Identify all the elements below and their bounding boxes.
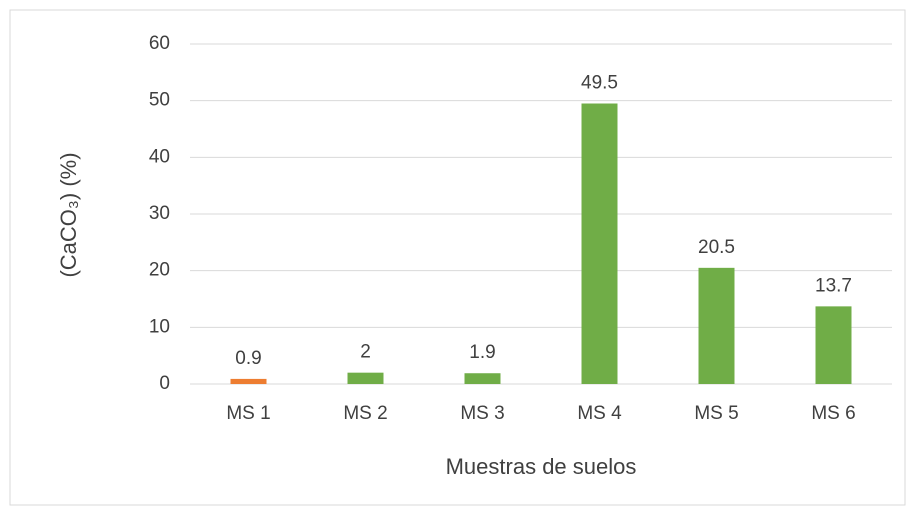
- y-tick-label: 20: [149, 260, 170, 281]
- data-label: 1.9: [469, 342, 495, 363]
- chart-border: [9, 9, 906, 506]
- x-tick-label: MS 4: [577, 403, 622, 424]
- x-tick-label: MS 2: [343, 403, 387, 424]
- y-tick-label: 0: [159, 373, 170, 394]
- bar: [698, 267, 735, 384]
- y-tick-label: 30: [149, 203, 170, 224]
- bar: [230, 378, 267, 384]
- x-tick-label: MS 5: [694, 403, 738, 424]
- bar: [581, 103, 618, 384]
- y-tick-label: 10: [149, 316, 170, 337]
- bar: [464, 373, 501, 384]
- y-axis-title: (CaCO₃) (%): [56, 152, 81, 277]
- x-axis-title: Muestras de suelos: [446, 454, 637, 479]
- data-label: 20.5: [698, 237, 735, 258]
- data-label: 0.9: [235, 348, 261, 369]
- x-tick-label: MS 6: [811, 403, 855, 424]
- y-tick-label: 50: [149, 90, 170, 111]
- x-tick-label: MS 3: [460, 403, 504, 424]
- y-tick-label: 60: [149, 33, 170, 54]
- data-label: 13.7: [815, 275, 852, 296]
- y-tick-label: 40: [149, 146, 170, 167]
- data-label: 49.5: [581, 73, 618, 94]
- data-label: 2: [360, 342, 371, 363]
- bar: [815, 306, 852, 384]
- x-tick-label: MS 1: [226, 403, 270, 424]
- bar: [347, 372, 384, 384]
